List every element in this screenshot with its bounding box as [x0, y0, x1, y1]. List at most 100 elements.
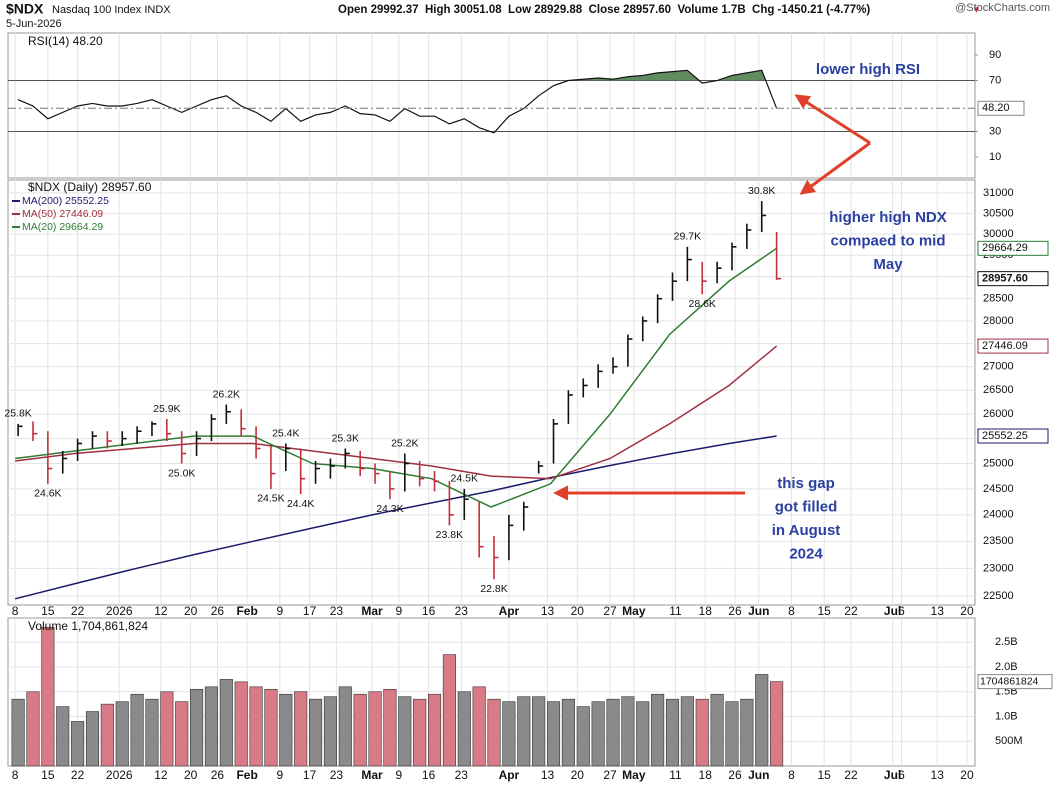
price-label: 24.6K	[34, 488, 61, 500]
x-tick-label: 8	[12, 604, 19, 618]
x-tick-label: 26	[211, 768, 225, 782]
price-label: 24.4K	[287, 498, 314, 510]
y-tick-label: 28500	[983, 293, 1014, 305]
volume-bar	[115, 701, 129, 767]
y-tick-label: 22500	[983, 590, 1014, 602]
volume-bar	[710, 693, 724, 767]
volume-bar	[532, 696, 546, 767]
x-tick-label: 26	[211, 604, 225, 618]
price-label: 26.2K	[213, 388, 240, 400]
y-tick-label: 24500	[983, 483, 1014, 495]
x-tick-label: 2026	[106, 768, 133, 782]
x-tick-label: Feb	[236, 604, 257, 618]
volume-bar	[249, 686, 263, 767]
x-tick-label: 8	[12, 768, 19, 782]
volume-bar	[190, 688, 204, 767]
ma-line	[15, 345, 778, 480]
volume-bar	[561, 698, 575, 767]
volume-bar	[219, 679, 233, 767]
x-tick-label: 18	[699, 604, 713, 618]
legend-label: MA(50) 27446.09	[22, 208, 103, 220]
x-tick-label: 2026	[106, 604, 133, 618]
x-tick-label: 16	[422, 604, 436, 618]
ma-last-box	[977, 240, 1049, 256]
x-tick-label: 11	[669, 604, 682, 618]
x-tick-label: 26	[728, 604, 742, 618]
annotation: got filled	[775, 498, 838, 515]
legend-label: MA(200) 25552.25	[22, 195, 109, 207]
x-tick-label: 8	[788, 604, 795, 618]
price-label: 25.0K	[168, 467, 195, 479]
annotation: in August	[772, 522, 841, 539]
volume-bar	[309, 698, 323, 767]
volume-bar	[546, 701, 561, 767]
x-tick-label: 12	[154, 768, 168, 782]
ma-last-label: 29664.29	[982, 242, 1028, 254]
volume-bar	[680, 696, 694, 767]
x-tick-label: 11	[669, 768, 682, 782]
volume-bar	[740, 698, 754, 767]
x-tick-label: 27	[603, 768, 617, 782]
volume-bar	[85, 711, 100, 767]
close-last-box	[977, 271, 1049, 287]
volume-bar	[160, 691, 174, 767]
price-label: 24.5K	[257, 493, 284, 505]
x-tick-label: 15	[818, 604, 832, 618]
plot-layer: 881515222220262026121220202626FebFeb9917…	[4, 33, 1053, 782]
x-tick-label: 13	[931, 768, 945, 782]
annotation: lower high RSI	[816, 61, 920, 78]
volume-bar	[398, 696, 412, 767]
x-tick-label: 20	[571, 604, 585, 618]
price-label: 25.8K	[4, 408, 31, 420]
volume-bar	[175, 701, 189, 767]
x-tick-label: 20	[960, 768, 974, 782]
x-tick-label: 23	[330, 604, 344, 618]
y-tick-label: 23000	[983, 562, 1014, 574]
rsi-name: RSI(14) 48.20	[28, 34, 103, 48]
price-label: 23.8K	[436, 529, 463, 541]
x-tick-label: 6	[898, 768, 905, 782]
volume-bar	[383, 688, 397, 767]
volume-bar	[264, 688, 278, 767]
volume-bar	[145, 698, 159, 767]
x-tick-label: May	[622, 604, 646, 618]
rsi-line	[17, 69, 778, 134]
x-tick-label: 9	[396, 604, 403, 618]
y-tick-label: 30500	[983, 207, 1014, 219]
x-tick-label: 23	[455, 604, 469, 618]
annotation: higher high NDX	[829, 209, 947, 226]
x-tick-label: 12	[154, 604, 168, 618]
price-panel	[7, 179, 976, 606]
annotation: compaed to mid	[830, 232, 945, 249]
x-tick-label: Apr	[499, 768, 520, 782]
x-tick-label: Feb	[236, 768, 257, 782]
volume-bar	[41, 627, 55, 767]
volume-bar	[294, 691, 308, 767]
x-tick-label: May	[622, 768, 646, 782]
y-tick-label: 24000	[983, 509, 1014, 521]
volume-bar	[130, 693, 144, 767]
volume-bar	[413, 698, 427, 767]
price-label: 29.7K	[674, 231, 701, 243]
volume-bar	[502, 701, 516, 767]
x-tick-label: 20	[184, 604, 198, 618]
y-tick-label: 90	[989, 49, 1001, 61]
price-label: 30.8K	[748, 185, 775, 197]
x-tick-label: 22	[71, 768, 85, 782]
x-tick-label: 9	[277, 604, 284, 618]
x-tick-label: 15	[41, 768, 55, 782]
x-tick-label: 26	[728, 768, 742, 782]
y-tick-label: 28000	[983, 315, 1014, 327]
volume-bar	[442, 654, 456, 767]
y-tick-label: 23500	[983, 535, 1014, 547]
y-tick-label: 70	[989, 74, 1001, 86]
y-tick-label: 25000	[983, 457, 1014, 469]
price-label: 25.3K	[332, 432, 359, 444]
price-label: 25.4K	[272, 427, 299, 439]
x-tick-label: 18	[699, 768, 713, 782]
volume-bar	[368, 691, 382, 767]
x-tick-label: 20	[571, 768, 585, 782]
volume-bar	[606, 698, 620, 767]
volume-bar	[279, 693, 293, 767]
x-tick-label: 20	[960, 604, 974, 618]
